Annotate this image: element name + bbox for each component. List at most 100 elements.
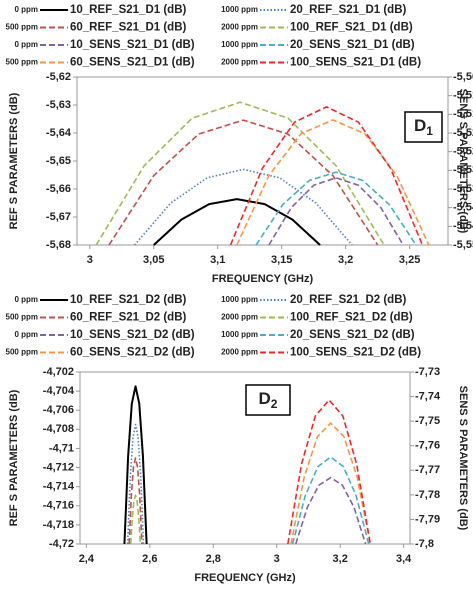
series-line [123,385,148,545]
legend-concentration: 1000 ppm [221,330,258,339]
annotation-main: D [259,389,271,408]
annotation: D1 [414,116,433,138]
y2-tick-label: -5,525 [453,146,473,158]
legend-concentration: 0 ppm [14,5,38,14]
x-tick-label: 3,4 [396,553,412,565]
legend-concentration: 1000 ppm [221,295,258,304]
annotation-sub: 2 [271,397,278,411]
y2-tick-label: -7,73 [415,366,440,378]
x-tick-label: 3 [87,254,93,266]
legend-label: 20_SENS_S21_D1 (dB) [290,39,415,51]
y-tick-label: -4,71 [49,442,74,454]
y2-tick-label: -5,52 [453,127,473,139]
legend-concentration: 500 ppm [6,58,38,67]
y-tick-label: -5,63 [46,99,71,111]
y2-tick-label: -7,79 [415,513,440,525]
legend-label: 60_REF_S21_D2 (dB) [70,312,186,324]
y2-tick-label: -7,78 [415,489,440,501]
y-tick-label: -4,706 [43,404,74,416]
x-tick-label: 2,8 [206,553,221,565]
annotation: D2 [259,389,278,411]
y2-tick-label: -5,505 [453,71,473,83]
legend-label: 20_REF_S21_D2 (dB) [290,294,406,306]
legend-concentration: 2000 ppm [221,23,258,32]
y-tick-label: -4,708 [43,423,74,435]
x-axis-title: FREQUENCY (GHz) [194,572,296,584]
series-line [128,457,143,545]
series-line [236,119,430,246]
legend-label: 100_REF_S21_D1 (dB) [290,22,413,34]
y2-tick-label: -5,55 [453,239,473,251]
x-tick-label: 3,25 [399,254,420,266]
series-line [268,177,404,246]
series-line [290,422,372,545]
plot-frame [76,76,449,246]
series-line [287,399,372,545]
legend-concentration: 2000 ppm [221,348,258,357]
y2-tick-label: -7,77 [415,464,440,476]
y-tick-label: -4,702 [43,366,74,378]
legend-label: 60_SENS_S21_D2 (dB) [70,347,195,359]
x-tick-label: 3 [274,553,280,565]
y-tick-label: -5,66 [46,183,71,195]
series-line [133,168,353,246]
y2-tick-label: -5,535 [453,183,473,195]
y-tick-label: -4,714 [43,481,75,493]
x-tick-label: 2,4 [79,553,95,565]
series-line [129,494,142,545]
annotation-box [245,384,291,416]
legend-label: 60_SENS_S21_D1 (dB) [70,57,195,69]
x-tick-label: 3,2 [333,553,348,565]
legend-concentration: 500 ppm [6,23,38,32]
y-tick-label: -4,704 [43,385,75,397]
y-tick-label: -5,64 [46,127,72,139]
series-line [126,423,145,545]
legend-concentration: 1000 ppm [221,5,258,14]
legend-label: 100_SENS_S21_D1 (dB) [290,57,421,69]
legend-label: 20_REF_S21_D1 (dB) [290,4,406,16]
annotation-sub: 1 [426,124,433,138]
x-tick-label: 3,05 [143,254,164,266]
legend-concentration: 2000 ppm [221,58,258,67]
y-axis-title: REF S PARAMETERS (dB) [8,92,20,229]
y-tick-label: -4,718 [43,519,74,531]
y2-tick-label: -7,74 [415,390,441,402]
y-tick-label: -5,62 [46,71,71,83]
y-tick-label: -5,68 [46,239,71,251]
series-line [153,198,321,246]
y2-tick-label: -5,54 [453,202,473,214]
series-line [295,476,367,545]
legend-label: 60_REF_S21_D1 (dB) [70,22,186,34]
legend-concentration: 2000 ppm [221,313,258,322]
legend-label: 10_REF_S21_D2 (dB) [70,294,186,306]
legend-label: 100_SENS_S21_D2 (dB) [290,347,421,359]
x-tick-label: 3,2 [338,254,353,266]
y2-tick-label: -7,8 [415,538,434,550]
series-line [95,101,385,246]
legend-label: 100_REF_S21_D2 (dB) [290,312,413,324]
series-line [108,119,379,246]
y-axis-title: REF S PARAMETERS (dB) [8,389,20,526]
series-line [229,106,424,246]
x-axis-title: FREQUENCY (GHz) [212,273,314,285]
y2-axis-title: SENS S PARAMETERS (dB) [457,89,469,234]
annotation-box [404,111,443,143]
legend-concentration: 500 ppm [6,313,38,322]
y-tick-label: -5,67 [46,211,71,223]
y2-tick-label: -5,53 [453,164,473,176]
y-tick-label: -4,716 [43,500,74,512]
legend-label: 10_SENS_S21_D1 (dB) [70,39,195,51]
legend-concentration: 0 ppm [14,330,38,339]
legend-concentration: 0 ppm [14,40,38,49]
y-tick-label: -4,712 [43,461,74,473]
plot-frame [79,371,411,545]
legend-label: 20_SENS_S21_D2 (dB) [290,329,415,341]
y2-tick-label: -5,545 [453,220,473,232]
series-line [255,171,417,246]
y-tick-label: -4,72 [49,538,74,550]
legend-label: 10_REF_S21_D1 (dB) [70,4,186,16]
x-tick-label: 3,15 [271,254,292,266]
y2-tick-label: -7,75 [415,415,440,427]
x-tick-label: 3,1 [210,254,225,266]
